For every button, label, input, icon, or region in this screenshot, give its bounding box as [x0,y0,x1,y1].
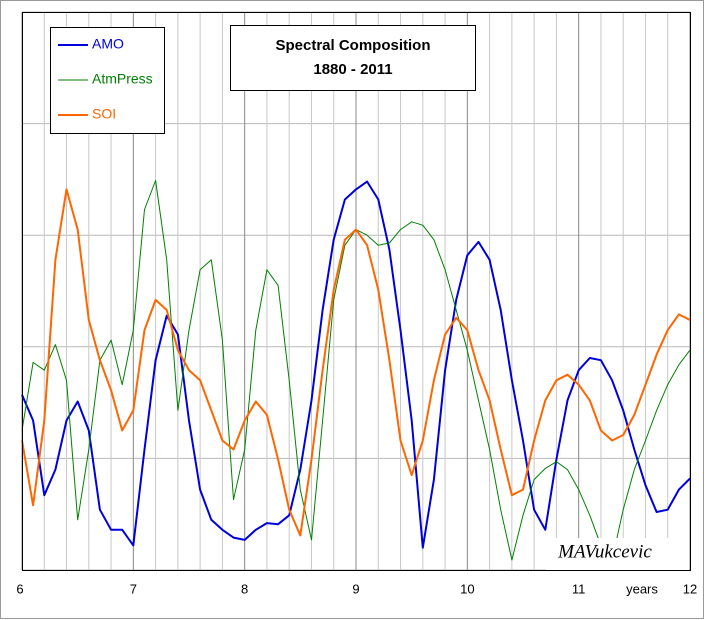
x-tick-label: 7 [130,581,137,596]
x-tick-label: 10 [460,581,474,596]
series-line [21,180,691,549]
x-axis-label: years [626,581,658,596]
watermark: MAVukcevic [557,541,652,562]
x-tick-label: 12 [683,581,697,596]
x-tick-label: 9 [352,581,359,596]
watermark-bg [546,538,689,570]
plot-border [22,12,691,571]
x-tick-label: 11 [572,581,586,596]
legend-label: AMO [92,36,124,52]
chart-subtitle: 1880 - 2011 [313,61,392,78]
x-tick-label: 6 [16,581,23,596]
title-box [230,25,476,91]
lines [21,180,691,561]
x-tick-label: 8 [241,581,248,596]
series-line [21,188,691,537]
legend-label: AtmPress [92,71,153,87]
chart-title: Spectral Composition [275,37,430,54]
legend-label: SOI [92,106,116,122]
